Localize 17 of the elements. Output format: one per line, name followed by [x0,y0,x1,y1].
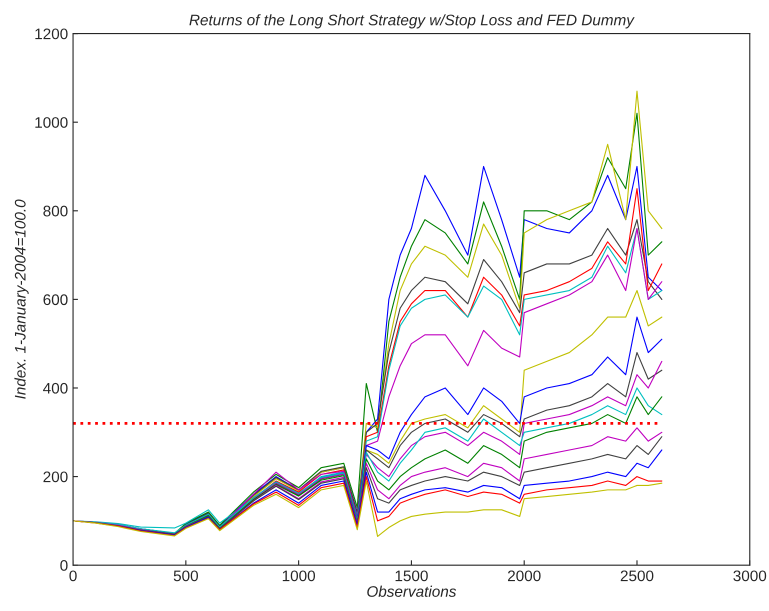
x-tick-label: 1500 [396,570,428,582]
y-tick-label: 400 [43,382,68,394]
x-tick-label: 2500 [620,570,654,582]
x-axis-title: Observations [367,586,456,597]
y-tick-label: 200 [43,471,68,482]
y-tick-label: 1000 [35,117,68,128]
x-tick-label: 0 [69,570,77,582]
x-tick-label: 500 [174,570,198,582]
y-axis-title: Index. 1-January-2004=100.0 [14,199,29,399]
y-tick-label: 800 [43,206,68,216]
x-tick-label: 2000 [508,570,541,582]
y-tick-label: 0 [60,560,68,571]
y-tick-label: 1200 [35,28,68,40]
y-tick-label: 600 [43,294,68,306]
chart-title: Returns of the Long Short Strategy w/Stop Loss and FED Dummy [189,14,635,28]
x-tick-label: 3000 [733,570,766,582]
x-tick-label: 1000 [282,570,316,582]
